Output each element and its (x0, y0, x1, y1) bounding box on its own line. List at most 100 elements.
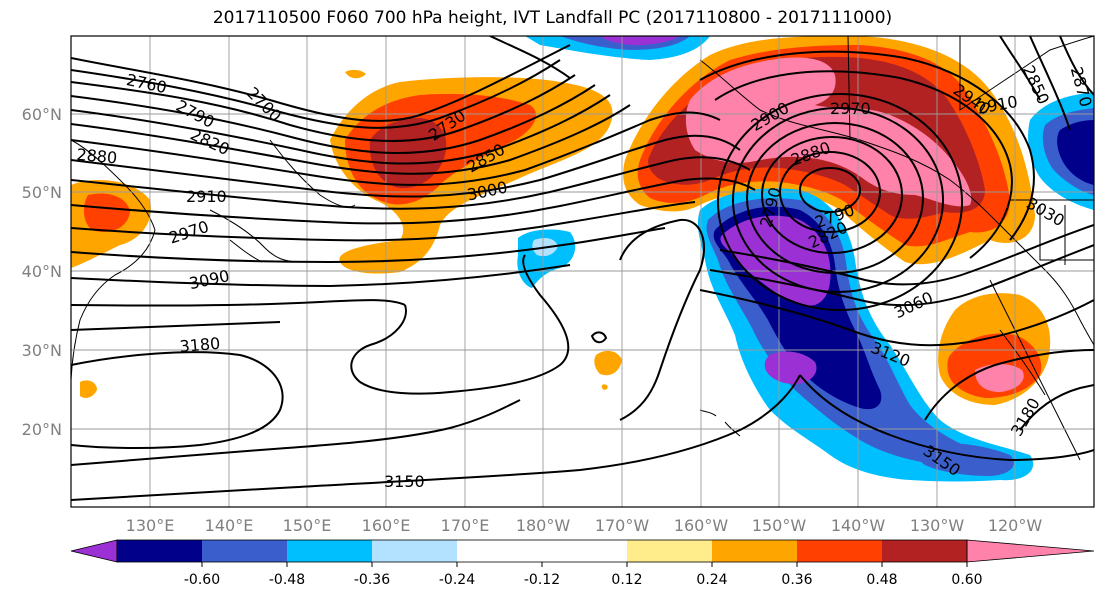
contour-3180-east (924, 349, 1094, 421)
shade-ne-navy (1057, 120, 1094, 185)
lon-tick-label: 170°W (595, 516, 650, 535)
contour-3150-low (71, 374, 801, 501)
map-title: 2017110500 F060 700 hPa height, IVT Land… (212, 8, 893, 28)
contour-3180-east2 (1019, 384, 1094, 431)
contour-3000 (71, 201, 696, 242)
lon-tick-label: 150°W (752, 516, 807, 535)
height-contours (71, 36, 1094, 501)
shade-westpac-small (80, 380, 97, 398)
low-ring-3 (761, 136, 903, 254)
colorbar-segment (797, 540, 882, 562)
shade-neg-purple2 (764, 351, 817, 385)
contour-2790 (71, 84, 596, 154)
low-ring-6 (717, 93, 963, 311)
lon-tick-label: 120°W (988, 516, 1043, 535)
colorbar-segment (117, 540, 202, 562)
contour-2970 (71, 177, 756, 225)
colorbar-tick-label: 0.36 (781, 572, 812, 588)
contour-label: 2910 (186, 187, 227, 206)
contour-label: 3150 (384, 472, 425, 491)
colorbar: -0.60 -0.48 -0.36 -0.24 -0.12 0.12 0.24 … (70, 539, 1095, 588)
lon-tick-label: 170°E (441, 516, 490, 535)
lon-tick-labels: 130°E 140°E 150°E 160°E 170°E 180°W 170°… (126, 516, 1043, 535)
coastlines (71, 36, 1094, 461)
contour-label: 2880 (76, 145, 118, 167)
low-ring-7 (714, 70, 1013, 259)
contour-3090-east (709, 244, 1094, 307)
contour-3120-east (699, 289, 1094, 347)
coast-north (847, 36, 1094, 141)
contour-3150-mid (350, 254, 570, 395)
low-ring-1 (799, 167, 861, 213)
colorbar-tick-label: 0.12 (611, 572, 642, 588)
coast-alaska (699, 59, 1094, 346)
lat-tick-label: 50°N (22, 183, 62, 202)
contour-2880 (71, 111, 721, 186)
colorbar-tick-label: -0.48 (269, 572, 305, 588)
shade-baja-pink (975, 364, 1024, 392)
coast-asia (71, 139, 156, 381)
shade-westpac-red (83, 193, 130, 232)
contour-3120 (71, 321, 281, 331)
colorbar-right-extend (966, 539, 1095, 563)
contour-ne-1 (1029, 36, 1071, 131)
lat-tick-labels: 60°N 50°N 40°N 30°N 20°N (22, 105, 62, 439)
contour-label: 3180 (179, 334, 221, 356)
contour-2910 (71, 134, 741, 198)
map-frame (70, 35, 1095, 508)
contour-3180 (71, 351, 284, 450)
contour-ne-3 (999, 36, 1041, 101)
contour-2940 (71, 156, 751, 210)
contour-2760 (71, 74, 576, 142)
shade-bering-navy (600, 36, 680, 46)
colorbar-tick-label: -0.36 (354, 572, 390, 588)
contour-3030 (71, 227, 666, 264)
lon-tick-label: 130°W (910, 516, 965, 535)
lon-tick-label: 130°E (126, 516, 175, 535)
colorbar-segment (882, 540, 967, 562)
colorbar-segment (372, 540, 457, 562)
shade-hawaii-orange (594, 350, 622, 376)
lat-tick-label: 20°N (22, 420, 62, 439)
coast-baja (999, 329, 1046, 396)
lon-tick-label: 140°W (831, 516, 886, 535)
low-ring-2 (779, 151, 881, 233)
lon-tick-label: 160°E (362, 516, 411, 535)
colorbar-tick-label: -0.12 (524, 572, 560, 588)
contour-ne-2 (1059, 36, 1094, 96)
contour-2730 (71, 59, 561, 129)
contour-2700 (71, 44, 571, 122)
colorbar-tick-label: -0.24 (439, 572, 475, 588)
lat-tick-label: 60°N (22, 105, 62, 124)
contour-3150-outer (71, 399, 521, 466)
coast-westna (989, 279, 1081, 461)
colorbar-ticks (201, 562, 968, 567)
low-ring-8 (699, 50, 1035, 241)
colorbar-segment (712, 540, 797, 562)
lon-tick-label: 150°E (283, 516, 332, 535)
contour-west-3000 (489, 36, 571, 79)
contour-2850 (71, 104, 631, 175)
lon-tick-label: 180°W (516, 516, 571, 535)
contour-3060 (71, 264, 571, 288)
contour-2820 (71, 94, 611, 165)
colorbar-segment (287, 540, 372, 562)
shade-kamchatka-small (345, 69, 366, 79)
colorbar-left-extend (70, 539, 118, 563)
colorbar-segment (542, 540, 627, 562)
contour-small-loop (590, 331, 608, 344)
contour-trough (619, 218, 705, 421)
colorbar-tick-label: 0.24 (696, 572, 727, 588)
map-area: 2760 2700 2790 2820 2880 2730 2850 3000 … (71, 36, 1094, 507)
colorbar-segment (457, 540, 542, 562)
lat-tick-label: 40°N (22, 262, 62, 281)
contour-3150-east (799, 374, 1094, 462)
low-ring-4 (746, 122, 924, 274)
lon-tick-label: 140°E (205, 516, 254, 535)
colorbar-segment (627, 540, 712, 562)
colorbar-tick-label: 0.60 (951, 572, 982, 588)
low-ring-5 (732, 107, 944, 293)
colorbar-tick-label: -0.60 (184, 572, 220, 588)
contour-3090 (71, 299, 406, 307)
